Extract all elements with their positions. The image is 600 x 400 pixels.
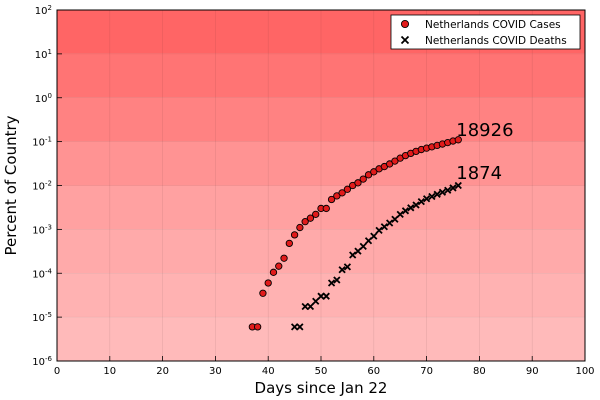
legend-label-deaths: Netherlands COVID Deaths	[425, 35, 567, 47]
death-point	[296, 323, 304, 331]
background-band	[57, 229, 585, 274]
case-point	[253, 323, 262, 331]
y-tick-label: 10-4	[32, 267, 52, 280]
death-point	[312, 297, 320, 305]
background-band	[57, 97, 585, 142]
case-point	[322, 204, 330, 213]
y-axis-ticks: 10-6 10-5 10-4 10-3 10-2 10-1 100 101 102	[32, 4, 62, 368]
case-point	[364, 171, 373, 179]
death-point	[290, 323, 299, 331]
y-tick-label: 10-3	[32, 223, 52, 236]
legend: Netherlands COVID Cases Netherlands COVID…	[390, 14, 581, 50]
case-point	[454, 136, 462, 144]
case-point	[327, 195, 336, 204]
x-tick-label: 90	[526, 366, 539, 377]
case-point	[285, 239, 293, 248]
case-point	[354, 179, 362, 187]
death-point	[333, 276, 341, 284]
x-tick-label: 60	[367, 366, 380, 377]
y-axis-label: Percent of Country	[2, 115, 20, 255]
x-axis-ticks: 0 10 20 30 40 50 60 70 80 90 100	[54, 356, 595, 377]
death-point	[412, 201, 420, 209]
background-band	[57, 141, 585, 186]
death-point	[359, 242, 367, 251]
x-tick-label: 30	[209, 366, 222, 377]
death-point	[322, 292, 330, 300]
death-point	[444, 186, 452, 194]
death-point	[422, 195, 431, 203]
case-point	[275, 262, 283, 270]
death-point	[449, 184, 457, 192]
death-point	[375, 226, 383, 234]
series-layer	[248, 136, 462, 331]
case-point	[370, 168, 378, 176]
x-tick-label: 50	[315, 366, 328, 377]
death-point	[386, 219, 394, 227]
death-point	[438, 188, 447, 196]
death-point	[349, 251, 357, 259]
legend-marker-deaths	[400, 35, 410, 45]
deaths-total-annotation: 1874	[456, 163, 502, 184]
death-point	[428, 192, 436, 201]
death-point	[354, 247, 362, 255]
background-bands	[57, 10, 585, 361]
death-point	[454, 181, 462, 190]
case-point	[259, 289, 267, 297]
death-point	[343, 263, 352, 271]
case-point	[280, 254, 288, 262]
legend-marker-cases	[400, 19, 410, 29]
y-tick-label: 102	[35, 4, 52, 17]
death-point	[396, 210, 404, 218]
background-band	[57, 53, 585, 98]
case-point	[264, 279, 272, 287]
legend-label-cases: Netherlands COVID Cases	[425, 19, 561, 31]
legend-box	[390, 14, 581, 50]
death-point	[433, 190, 441, 198]
death-point	[407, 204, 415, 212]
death-point	[327, 279, 336, 287]
case-point	[333, 192, 341, 200]
x-tick-label: 80	[473, 366, 486, 377]
y-tick-label: 101	[35, 48, 52, 61]
death-point	[301, 302, 309, 311]
case-point	[359, 175, 367, 183]
annotations: 18926 1874	[456, 120, 513, 184]
y-tick-label: 10-2	[32, 180, 52, 193]
case-point	[296, 223, 304, 232]
y-tick-label: 10-5	[32, 311, 52, 324]
x-axis-label: Days since Jan 22	[255, 379, 388, 397]
case-point	[301, 217, 309, 226]
x-tick-label: 40	[262, 366, 275, 377]
y-tick-label: 10-6	[32, 355, 52, 368]
death-point	[306, 302, 315, 311]
case-point	[306, 214, 315, 222]
case-point	[338, 189, 346, 197]
death-point	[370, 232, 378, 240]
x-tick-label: 70	[420, 366, 433, 377]
x-tick-label: 0	[54, 366, 60, 377]
background-band	[57, 317, 585, 361]
y-tick-label: 100	[35, 92, 52, 105]
x-tick-label: 20	[156, 366, 169, 377]
death-point	[391, 215, 399, 223]
death-point	[317, 292, 325, 300]
case-point	[290, 231, 299, 239]
x-tick-label: 10	[103, 366, 116, 377]
death-point	[338, 266, 346, 274]
case-point	[312, 210, 320, 219]
case-point	[269, 268, 278, 276]
x-tick-label: 100	[575, 366, 594, 377]
death-point	[401, 207, 410, 215]
cases-total-annotation: 18926	[456, 120, 513, 141]
death-point	[380, 223, 388, 231]
y-tick-label: 10-1	[32, 136, 52, 149]
case-point	[343, 185, 352, 193]
death-point	[417, 197, 425, 206]
